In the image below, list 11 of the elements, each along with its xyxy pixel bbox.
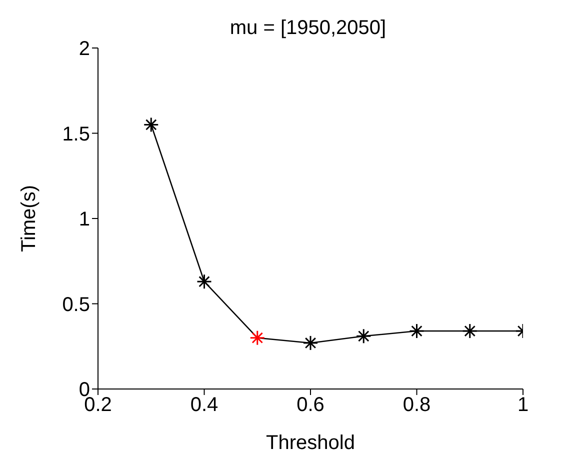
y-tick-label: 1.5	[62, 123, 90, 146]
x-tick-label: 0.8	[402, 394, 431, 416]
y-tick-label: 1	[78, 208, 90, 231]
x-tick-label: 0.6	[296, 394, 324, 416]
y-tick-label: 0.5	[62, 294, 90, 316]
y-tick-label: 2	[78, 38, 90, 60]
y-axis-title: Time(s)	[18, 184, 40, 252]
chart-title: mu = [1950,2050]	[230, 17, 386, 39]
x-tick-label: 1	[517, 394, 529, 416]
x-tick-label: 0.4	[190, 394, 218, 416]
x-axis-title: Threshold	[266, 432, 355, 454]
